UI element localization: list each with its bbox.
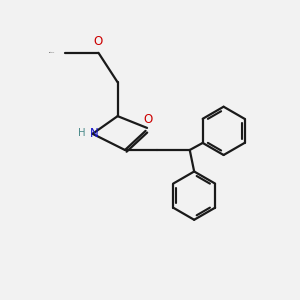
Text: N: N	[90, 127, 99, 140]
Text: H: H	[78, 128, 86, 138]
Text: O: O	[143, 112, 153, 126]
Text: methoxy: methoxy	[48, 52, 55, 53]
Text: O: O	[94, 34, 103, 47]
